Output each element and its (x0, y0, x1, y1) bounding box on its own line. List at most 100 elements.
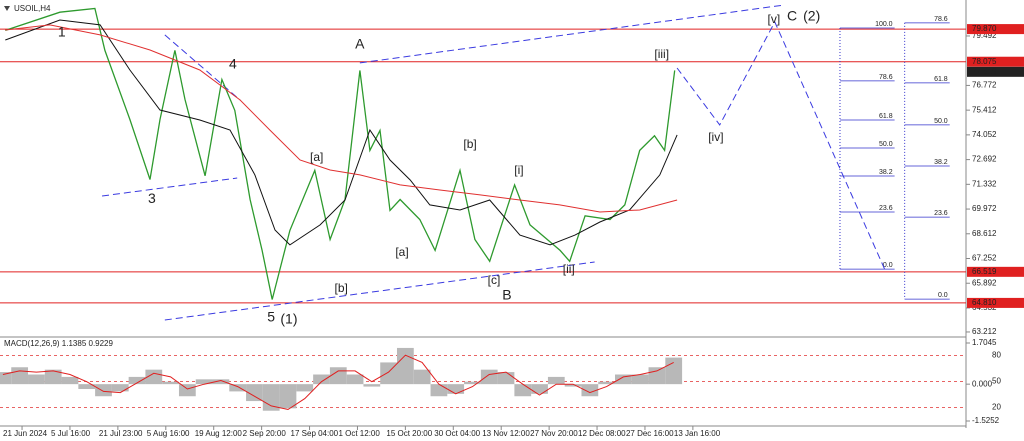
histogram-bar (346, 374, 364, 385)
histogram-bar (313, 374, 330, 385)
fib-label: 61.8 (934, 76, 948, 83)
wave-label: 4 (229, 56, 237, 72)
x-tick-label: 21 Jul 23:00 (99, 429, 143, 438)
fib-label: 100.0 (875, 21, 893, 28)
histogram-bar (413, 369, 431, 385)
histogram-bar (229, 384, 247, 392)
price-level-box (967, 56, 1024, 67)
histogram-bar (162, 381, 179, 385)
wave-label: [i] (514, 163, 523, 177)
y-tick-label: 75.412 (972, 105, 997, 114)
y-tick-label: 71.332 (972, 179, 997, 188)
histogram-bar (178, 384, 196, 397)
histogram-bar (665, 357, 683, 385)
y-tick-label: 1.7045 (972, 338, 997, 347)
x-tick-label: 17 Sep 04:00 (291, 429, 339, 438)
fib-label: 78.6 (934, 16, 948, 23)
fib-label: 38.2 (934, 159, 948, 166)
trendline (101, 177, 238, 197)
current-price-box (967, 66, 1024, 77)
y-tick-label: 69.972 (972, 204, 997, 213)
wave-label: [a] (310, 150, 323, 164)
histogram-bar (531, 384, 548, 394)
y-tick-label: -1.5252 (972, 416, 1000, 425)
x-tick-label: 1 Oct 12:00 (338, 429, 380, 438)
histogram-bar (396, 347, 414, 385)
trendline (359, 4, 785, 64)
fib-label: 78.6 (879, 74, 893, 81)
price-line (5, 7, 676, 300)
trendline (676, 20, 886, 271)
histogram-bar (44, 369, 62, 385)
x-tick-label: 2 Sep 20:00 (243, 429, 287, 438)
x-tick-label: 5 Aug 16:00 (147, 429, 190, 438)
fib-label: 0.0 (938, 292, 948, 299)
y-tick-label: 65.892 (972, 278, 997, 287)
histogram-bar (547, 376, 565, 385)
price-level-box (967, 297, 1024, 308)
x-tick-label: 27 Nov 20:00 (530, 429, 578, 438)
fib-label: 23.6 (934, 210, 948, 217)
y-tick-label: 0.000 (972, 379, 993, 388)
moving-average (5, 19, 678, 246)
histogram-bar (497, 372, 515, 385)
wave-label: A (355, 36, 365, 52)
trendline (164, 34, 241, 101)
signal-line (2, 354, 674, 411)
histogram-bar (246, 384, 263, 402)
histogram-bar (78, 384, 96, 389)
price-level-label: 66.519 (972, 267, 997, 276)
histogram-bar (631, 374, 649, 385)
y-tick-label: 79.492 (972, 31, 997, 40)
y2-tick-label: 50 (992, 377, 1001, 386)
histogram-bar (279, 384, 297, 409)
wave-label: 3 (148, 190, 156, 206)
histogram-bar (514, 384, 532, 397)
price-level-label: 79.870 (972, 24, 997, 33)
wave-label: (2) (803, 8, 820, 24)
histogram-bar (28, 374, 45, 385)
y2-tick-label: 80 (992, 351, 1001, 360)
histogram-bar (95, 384, 112, 397)
fib-label: 38.2 (879, 169, 893, 176)
histogram-bar (128, 376, 146, 385)
wave-label: [b] (334, 281, 347, 295)
histogram-bar (430, 384, 448, 397)
histogram-bar (195, 379, 213, 385)
x-tick-label: 15 Oct 20:00 (386, 429, 432, 438)
histogram-bar (61, 376, 79, 385)
symbol-icon (4, 6, 10, 11)
y2-tick-label: 20 (992, 403, 1001, 412)
y-tick-label: 74.052 (972, 130, 997, 139)
x-tick-label: 12 Dec 08:00 (578, 429, 626, 438)
histogram-bar (212, 379, 230, 385)
x-tick-label: 30 Oct 04:00 (434, 429, 480, 438)
price-level-label: 78.075 (972, 57, 997, 66)
wave-label: [a] (395, 245, 408, 259)
fib-label: 50.0 (934, 118, 948, 125)
macd-title: MACD(12,26,9) 1.1385 0.9229 (4, 339, 114, 348)
wave-label: 1 (58, 24, 66, 40)
wave-label: [iii] (654, 47, 669, 61)
price-level-box (967, 24, 1024, 35)
histogram-bar (111, 384, 129, 392)
histogram-bar (598, 381, 616, 385)
histogram-bar (615, 374, 632, 385)
wave-label: C (787, 8, 797, 24)
histogram-bar (581, 384, 599, 397)
histogram-bar (480, 369, 498, 385)
histogram-bar (145, 369, 163, 385)
fib-label: 61.8 (879, 113, 893, 120)
fib-label: 50.0 (879, 141, 893, 148)
histogram-bar (363, 384, 381, 387)
wave-label: B (502, 287, 511, 303)
y-tick-label: 67.252 (972, 254, 997, 263)
wave-label: [iv] (708, 130, 723, 144)
wave-label: (1) (280, 311, 297, 327)
histogram-bar (0, 372, 12, 385)
histogram-bar (648, 367, 666, 385)
wave-label: [b] (463, 137, 476, 151)
moving-average (5, 24, 678, 213)
x-tick-label: 13 Jan 16:00 (674, 429, 721, 438)
